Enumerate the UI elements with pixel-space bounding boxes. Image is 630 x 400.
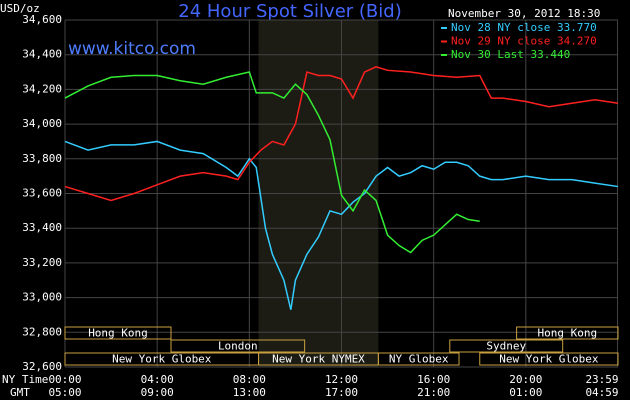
x-tick-label: 00:00: [48, 373, 81, 386]
watermark: www.kitco.com: [68, 39, 196, 59]
session-box: [377, 352, 460, 366]
y-tick-label: 32,600: [22, 360, 62, 373]
session-box: [479, 352, 619, 366]
session-label: London: [218, 340, 258, 353]
gmt-tick-label: 17:00: [325, 386, 358, 399]
y-tick-label: 32,800: [22, 325, 62, 338]
price-line: [64, 66, 619, 202]
session-box: [64, 326, 172, 340]
y-tick-label: 33,200: [22, 256, 62, 269]
session-label: New York Globex: [112, 353, 212, 366]
session-label: New York Globex: [499, 353, 599, 366]
x-row-label: GMT: [10, 386, 30, 399]
session-label: NY Globex: [389, 353, 449, 366]
gmt-tick-label: 04:59: [585, 386, 618, 399]
session-label: Hong Kong: [88, 327, 148, 340]
session-box: [170, 339, 306, 353]
y-tick-label: 34,200: [22, 82, 62, 95]
y-axis-label: USD/oz: [0, 2, 40, 15]
x-tick-label: 08:00: [233, 373, 266, 386]
price-line: [64, 71, 480, 254]
legend-entry: Nov 29 NY close 34.270: [451, 35, 597, 48]
gmt-tick-label: 09:00: [141, 386, 174, 399]
x-tick-label: 23:59: [585, 373, 618, 386]
session-label: Sydney: [486, 340, 526, 353]
legend-entry: Nov 30 Last 33.440: [451, 48, 570, 61]
price-line: [64, 140, 619, 310]
session-label: New York NYMEX: [272, 353, 365, 366]
gmt-tick-label: 01:00: [509, 386, 542, 399]
chart-title: 24 Hour Spot Silver (Bid): [178, 1, 401, 22]
gmt-tick-label: 21:00: [417, 386, 450, 399]
session-box: [449, 339, 564, 353]
x-row-label: NY Time: [2, 373, 48, 386]
y-tick-label: 33,600: [22, 187, 62, 200]
y-tick-label: 34,400: [22, 48, 62, 61]
x-tick-label: 16:00: [417, 373, 450, 386]
session-box: [516, 326, 619, 340]
gmt-tick-label: 13:00: [233, 386, 266, 399]
x-tick-label: 12:00: [325, 373, 358, 386]
legend-entry: Nov 28 NY close 33.770: [451, 21, 597, 34]
gmt-tick-label: 05:00: [48, 386, 81, 399]
y-tick-label: 34,000: [22, 117, 62, 130]
timestamp: November 30, 2012 18:30: [448, 7, 600, 20]
session-label: Hong Kong: [538, 327, 598, 340]
y-tick-label: 33,000: [22, 291, 62, 304]
x-tick-label: 04:00: [141, 373, 174, 386]
y-tick-label: 33,400: [22, 221, 62, 234]
x-tick-label: 20:00: [509, 373, 542, 386]
y-tick-label: 33,800: [22, 152, 62, 165]
y-tick-label: 34,600: [22, 13, 62, 26]
